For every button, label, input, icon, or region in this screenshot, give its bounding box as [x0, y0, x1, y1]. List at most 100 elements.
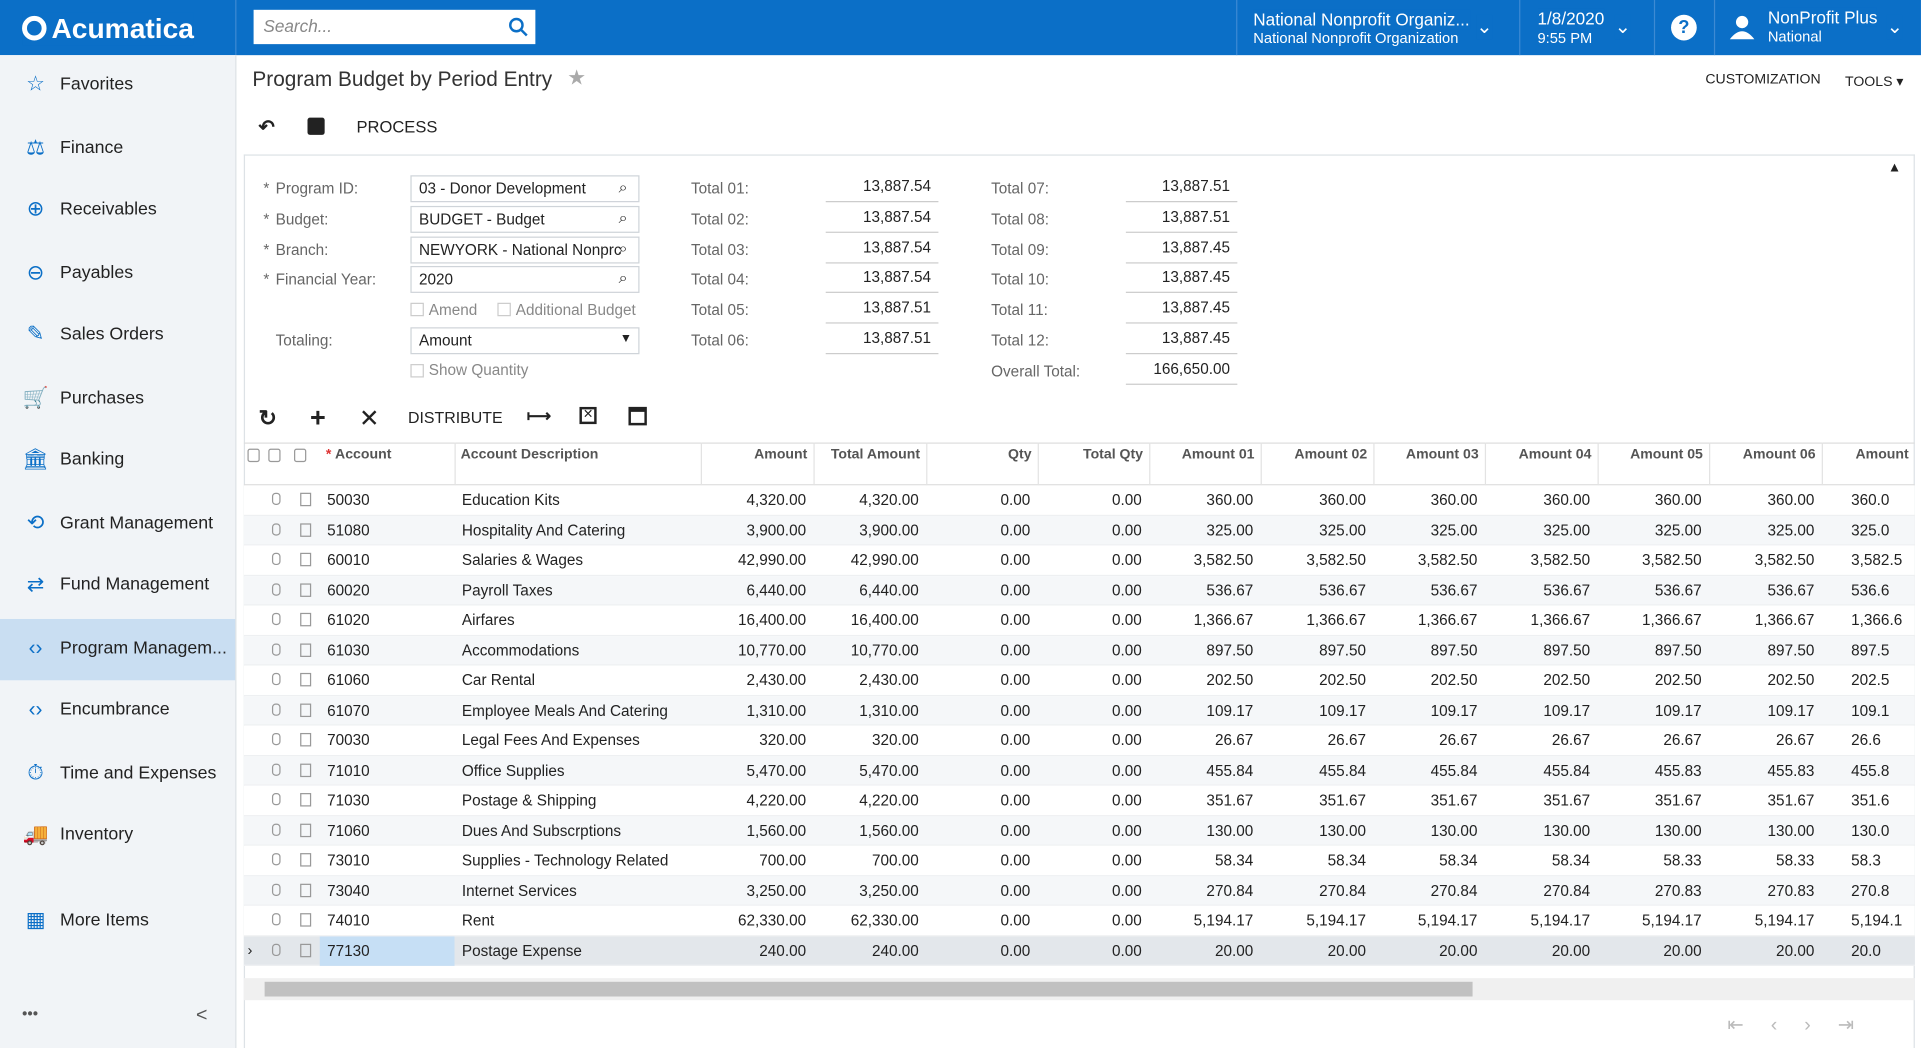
scrollbar-thumb[interactable] — [265, 982, 1473, 997]
upload-button[interactable] — [628, 407, 646, 425]
column-header[interactable]: *Account — [320, 447, 455, 463]
grid-cell: 5,194.1 — [1822, 906, 1915, 935]
field-input[interactable]: 2020 — [410, 266, 639, 293]
org-name[interactable]: National Nonprofit Organiz... — [1253, 10, 1469, 30]
grid-cell[interactable]: 77130 — [320, 936, 455, 965]
grid-cell[interactable]: Rent — [455, 906, 701, 935]
more-dots[interactable]: ••• — [22, 1005, 38, 1022]
grid-cell[interactable]: 61030 — [320, 636, 455, 665]
user-name[interactable]: NonProfit Plus — [1768, 7, 1878, 27]
totaling-select[interactable]: Amount — [410, 327, 639, 354]
grid-cell[interactable]: Dues And Subscrptions — [455, 816, 701, 845]
date[interactable]: 1/8/2020 — [1538, 9, 1605, 29]
column-header[interactable]: Amount 05 — [1598, 447, 1709, 463]
grid-cell[interactable]: 61070 — [320, 696, 455, 725]
row-icon-header — [294, 449, 306, 462]
checkbox[interactable] — [497, 303, 510, 316]
distribute-button[interactable]: DISTRIBUTE — [408, 408, 503, 426]
sidebar-item[interactable]: Receivables — [60, 200, 157, 220]
customization-button[interactable]: CUSTOMIZATION — [1705, 72, 1820, 87]
tools-button[interactable]: TOOLS ▾ — [1845, 72, 1903, 89]
column-header[interactable]: Amount 04 — [1485, 447, 1598, 463]
grid-cell[interactable]: Postage & Shipping — [455, 786, 701, 815]
undo-button[interactable]: ↶ — [258, 115, 274, 140]
grid-cell[interactable]: Legal Fees And Expenses — [455, 726, 701, 755]
grid-cell[interactable]: 73010 — [320, 846, 455, 875]
sidebar-item[interactable]: Time and Expenses — [60, 764, 216, 784]
sidebar-item[interactable]: Inventory — [60, 825, 133, 845]
field-input[interactable]: NEWYORK - National Nonprc — [410, 237, 639, 264]
grid-cell[interactable]: Employee Meals And Catering — [455, 696, 701, 725]
grid-cell[interactable]: 51080 — [320, 515, 455, 544]
field-input[interactable]: BUDGET - Budget — [410, 206, 639, 233]
sidebar-item[interactable]: Sales Orders — [60, 325, 164, 345]
grid-cell[interactable]: 60010 — [320, 545, 455, 574]
column-header[interactable]: Total Qty — [1038, 447, 1149, 463]
grid-cell[interactable]: Education Kits — [455, 485, 701, 514]
grid-cell: 109.17 — [1261, 696, 1374, 725]
sidebar-item[interactable]: Fund Management — [60, 575, 209, 595]
grid-cell[interactable]: Accommodations — [455, 636, 701, 665]
column-header[interactable]: Amount — [1822, 447, 1915, 463]
pager[interactable]: ⇤‹›⇥ — [1727, 1012, 1881, 1037]
sidebar-item[interactable]: Banking — [60, 450, 124, 470]
grid-cell[interactable]: Postage Expense — [455, 936, 701, 965]
column-header[interactable]: Amount 02 — [1261, 447, 1374, 463]
grid-cell[interactable]: Salaries & Wages — [455, 545, 701, 574]
chevron[interactable]: ⌄ — [1476, 15, 1492, 40]
delete-button[interactable]: ✕ — [359, 403, 380, 434]
column-header[interactable]: Amount 06 — [1709, 447, 1822, 463]
grid-cell[interactable]: 71010 — [320, 756, 455, 785]
field-input[interactable]: 03 - Donor Development — [410, 175, 639, 202]
grid-cell[interactable]: 71060 — [320, 816, 455, 845]
column-header[interactable]: Account Description — [455, 447, 701, 463]
grid-cell[interactable]: 60020 — [320, 575, 455, 604]
grid-cell[interactable]: 61020 — [320, 605, 455, 634]
checkbox[interactable] — [410, 364, 423, 377]
collapse-button[interactable]: < — [196, 1005, 207, 1027]
grid-cell[interactable]: Payroll Taxes — [455, 575, 701, 604]
grid-cell[interactable]: Supplies - Technology Related — [455, 846, 701, 875]
grid-cell[interactable]: 61060 — [320, 666, 455, 695]
grid-cell[interactable]: 74010 — [320, 906, 455, 935]
checkbox[interactable] — [410, 303, 423, 316]
sidebar-item[interactable]: Purchases — [60, 389, 144, 409]
column-header[interactable]: Qty — [926, 447, 1037, 463]
chevron[interactable]: ⌄ — [1615, 15, 1631, 40]
process-button[interactable]: PROCESS — [357, 118, 438, 136]
grid-cell: 130.00 — [1709, 816, 1822, 845]
grid-cell[interactable]: 71030 — [320, 786, 455, 815]
favorite-star[interactable]: ★ — [567, 66, 586, 91]
collapse-form[interactable]: ▲ — [1888, 161, 1901, 176]
sidebar-item[interactable]: Grant Management — [60, 514, 213, 534]
grid-cell[interactable]: Car Rental — [455, 666, 701, 695]
grid-cell[interactable]: 73040 — [320, 876, 455, 905]
grid-cell[interactable]: Internet Services — [455, 876, 701, 905]
refresh-button[interactable]: ↻ — [258, 406, 276, 432]
sidebar-item[interactable]: Favorites — [60, 75, 133, 95]
sidebar-item[interactable]: Program Managem... — [60, 639, 227, 659]
grid-cell: 130.00 — [1598, 816, 1709, 845]
chevron[interactable]: ⌄ — [1887, 15, 1903, 40]
column-header[interactable]: Amount 03 — [1373, 447, 1484, 463]
column-header[interactable]: Amount 01 — [1149, 447, 1260, 463]
logo[interactable]: Acumatica — [22, 12, 194, 45]
help-button[interactable]: ? — [1671, 15, 1697, 41]
column-header[interactable]: Amount — [701, 447, 814, 463]
fit-button[interactable]: ⟼ — [527, 406, 552, 427]
export-button[interactable]: ✕ — [579, 407, 596, 424]
sidebar-item[interactable]: Finance — [60, 139, 123, 159]
add-button[interactable]: + — [310, 402, 326, 434]
grid-cell: 270.83 — [1598, 876, 1709, 905]
grid-cell[interactable]: 50030 — [320, 485, 455, 514]
sidebar-item[interactable]: Encumbrance — [60, 700, 170, 720]
save-button[interactable] — [308, 118, 325, 135]
sidebar-item[interactable]: More Items — [60, 911, 149, 931]
grid-cell[interactable]: Airfares — [455, 605, 701, 634]
grid-cell[interactable]: Hospitality And Catering — [455, 515, 701, 544]
search-box[interactable]: Search... — [254, 10, 536, 44]
grid-cell[interactable]: Office Supplies — [455, 756, 701, 785]
column-header[interactable]: Total Amount — [813, 447, 926, 463]
sidebar-item[interactable]: Payables — [60, 264, 133, 284]
grid-cell[interactable]: 70030 — [320, 726, 455, 755]
